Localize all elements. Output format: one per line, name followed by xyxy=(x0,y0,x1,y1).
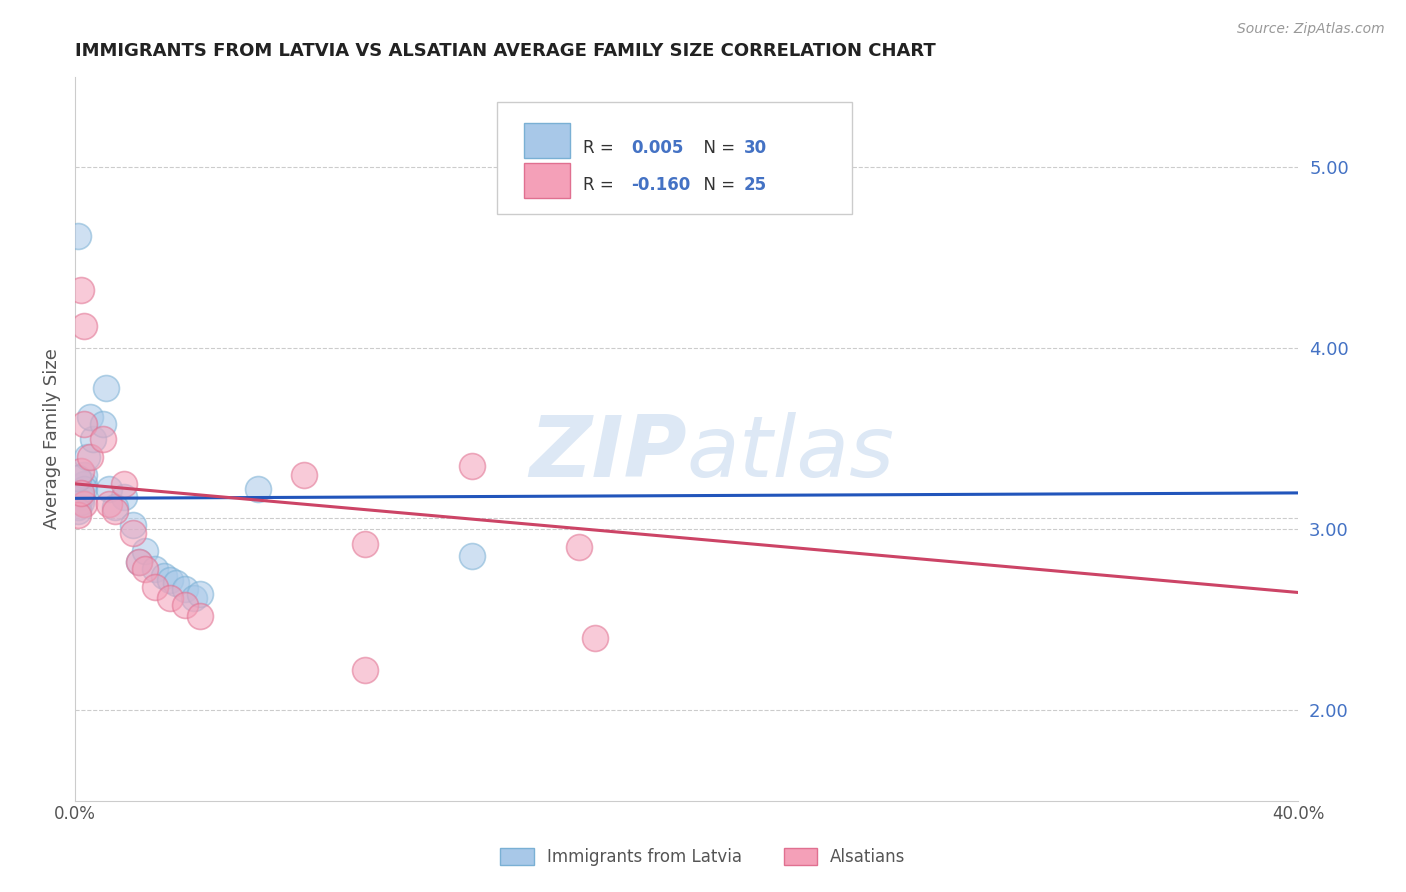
Point xyxy=(70,464,93,478)
Text: N =: N = xyxy=(693,138,740,157)
Point xyxy=(461,549,484,564)
Point xyxy=(122,518,145,533)
Point xyxy=(159,591,181,605)
Point xyxy=(67,228,90,243)
Point xyxy=(70,495,93,509)
Text: atlas: atlas xyxy=(686,411,894,494)
Point xyxy=(247,483,270,497)
Point xyxy=(122,525,145,540)
Point xyxy=(70,486,93,500)
Point xyxy=(91,417,114,431)
Point xyxy=(70,490,93,504)
Point xyxy=(152,569,174,583)
Point xyxy=(70,283,93,297)
Point xyxy=(73,483,96,497)
Point xyxy=(67,504,90,518)
Point xyxy=(104,500,127,515)
Point xyxy=(94,381,117,395)
Point xyxy=(143,562,166,576)
Point xyxy=(70,486,93,500)
Point xyxy=(354,536,377,550)
Point xyxy=(143,580,166,594)
Point xyxy=(67,508,90,522)
Point xyxy=(73,497,96,511)
Point xyxy=(82,432,104,446)
Text: 0.005: 0.005 xyxy=(631,138,683,157)
Point xyxy=(104,504,127,518)
Point xyxy=(190,609,212,624)
FancyBboxPatch shape xyxy=(524,123,571,158)
Legend: Immigrants from Latvia, Alsatians: Immigrants from Latvia, Alsatians xyxy=(492,840,914,875)
Point xyxy=(112,476,135,491)
Point xyxy=(174,598,197,612)
Point xyxy=(79,409,101,424)
Point xyxy=(583,631,606,645)
Point xyxy=(159,573,181,587)
Text: 30: 30 xyxy=(744,138,768,157)
Point xyxy=(112,490,135,504)
Point xyxy=(97,497,120,511)
Point xyxy=(67,500,90,515)
Text: -0.160: -0.160 xyxy=(631,177,690,194)
Text: ZIP: ZIP xyxy=(529,411,686,494)
Text: Source: ZipAtlas.com: Source: ZipAtlas.com xyxy=(1237,22,1385,37)
Point xyxy=(190,587,212,601)
Point xyxy=(183,591,205,605)
Point xyxy=(568,540,591,554)
Point xyxy=(461,458,484,473)
Point xyxy=(91,432,114,446)
Point xyxy=(174,582,197,596)
Point xyxy=(165,576,187,591)
Point xyxy=(73,319,96,334)
Point xyxy=(128,555,150,569)
FancyBboxPatch shape xyxy=(524,163,571,198)
Point xyxy=(97,483,120,497)
Point xyxy=(128,555,150,569)
Y-axis label: Average Family Size: Average Family Size xyxy=(44,348,60,529)
Point xyxy=(134,544,156,558)
Point xyxy=(73,467,96,482)
Point xyxy=(134,562,156,576)
Point xyxy=(79,450,101,464)
Point xyxy=(354,663,377,677)
Point xyxy=(292,467,315,482)
Point xyxy=(73,417,96,431)
Text: N =: N = xyxy=(693,177,740,194)
Point xyxy=(73,476,96,491)
Text: IMMIGRANTS FROM LATVIA VS ALSATIAN AVERAGE FAMILY SIZE CORRELATION CHART: IMMIGRANTS FROM LATVIA VS ALSATIAN AVERA… xyxy=(75,42,936,60)
Text: R =: R = xyxy=(582,138,619,157)
Text: 25: 25 xyxy=(744,177,768,194)
Point xyxy=(76,450,98,464)
Point xyxy=(67,471,90,485)
Text: R =: R = xyxy=(582,177,619,194)
FancyBboxPatch shape xyxy=(496,102,852,214)
